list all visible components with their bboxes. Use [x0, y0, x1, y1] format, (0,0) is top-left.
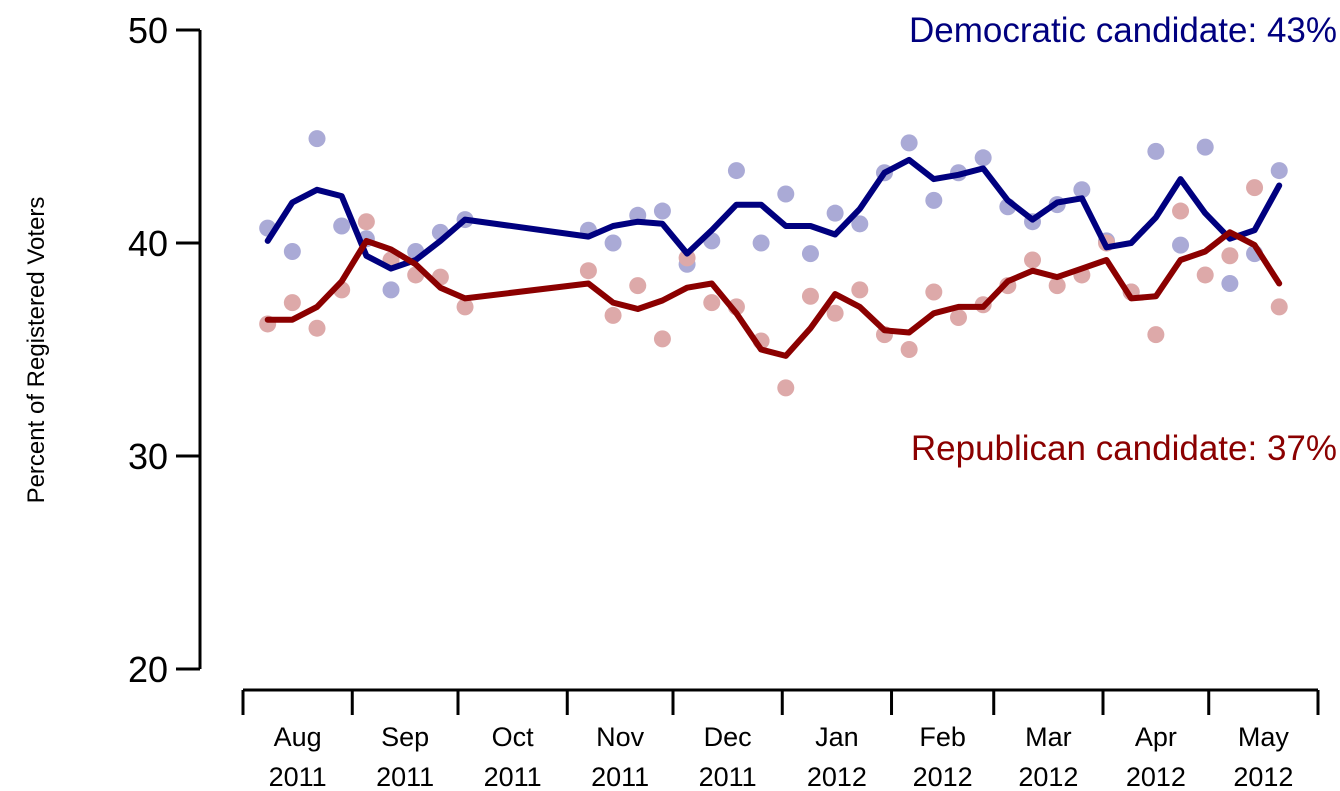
republican-poll-point — [604, 306, 622, 324]
republican-poll-point — [283, 294, 301, 312]
x-tick-label-year: 2011 — [591, 762, 649, 791]
democratic-poll-point — [1270, 162, 1288, 180]
x-tick-label-year: 2011 — [484, 762, 542, 791]
y-axis: 20 30 40 50 — [128, 10, 202, 690]
republican-poll-point — [801, 287, 819, 305]
x-tick-label-year: 2011 — [376, 762, 434, 791]
democratic-poll-point — [283, 243, 301, 261]
democratic-poll-point — [1073, 181, 1091, 199]
republican-poll-point — [653, 330, 671, 348]
republican-poll-point — [777, 379, 795, 397]
democratic-poll-point — [752, 234, 770, 252]
democratic-poll-point — [974, 149, 992, 167]
y-tick-label: 30 — [128, 436, 168, 477]
x-tick-label-month: Dec — [704, 722, 752, 752]
democratic-poll-point — [1196, 138, 1214, 156]
y-axis-label: Percent of Registered Voters — [23, 197, 50, 504]
x-tick-label-month: Feb — [919, 722, 966, 752]
republican-poll-point — [1172, 202, 1190, 220]
democratic-poll-point — [333, 217, 351, 235]
democratic-poll-point — [653, 202, 671, 220]
x-tick-label-month: Sep — [381, 722, 429, 752]
republican-poll-point — [1246, 179, 1264, 197]
x-tick-label-month: Mar — [1025, 722, 1072, 752]
democratic-poll-point — [826, 204, 844, 222]
republican-poll-point — [357, 213, 375, 231]
democratic-poll-point — [851, 215, 869, 233]
democratic-trend-line — [264, 156, 1283, 272]
republican-trend-line — [264, 229, 1283, 359]
x-tick-label-year: 2012 — [1126, 762, 1186, 791]
republican-poll-point — [703, 294, 721, 312]
y-tick-label: 50 — [128, 10, 168, 51]
y-tick-label: 20 — [128, 649, 168, 690]
democratic-poll-point — [727, 162, 745, 180]
republican-series-label: Republican candidate: 37% — [911, 429, 1337, 468]
republican-poll-point — [629, 277, 647, 295]
republican-poll-point — [1048, 277, 1066, 295]
republican-poll-point — [456, 298, 474, 316]
republican-poll-point — [1147, 326, 1165, 344]
republican-poll-point — [1196, 266, 1214, 284]
republican-poll-point — [1221, 247, 1239, 265]
y-tick-label: 40 — [128, 223, 168, 264]
republican-poll-point — [308, 319, 326, 337]
x-tick-label-year: 2012 — [1018, 762, 1078, 791]
x-tick-label-year: 2011 — [269, 762, 327, 791]
x-tick-label-year: 2012 — [807, 762, 867, 791]
x-tick-label-month: Oct — [492, 722, 535, 752]
democratic-poll-point — [1147, 142, 1165, 160]
plot-area — [259, 130, 1288, 397]
republican-poll-point — [1024, 251, 1042, 269]
democratic-poll-point — [1221, 274, 1239, 292]
republican-poll-point — [579, 262, 597, 280]
democratic-poll-point — [604, 234, 622, 252]
x-axis: Aug 2011 Sep 2011 Oct 2011 Nov 2011 Dec 2011 Jan 20… — [241, 688, 1320, 791]
x-tick-label-year: 2012 — [1233, 762, 1293, 791]
x-tick-label-year: 2011 — [699, 762, 757, 791]
republican-poll-point — [826, 304, 844, 322]
democratic-poll-point — [900, 134, 918, 152]
democratic-poll-point — [1172, 236, 1190, 254]
democratic-poll-point — [925, 191, 943, 209]
democratic-poll-point — [308, 130, 326, 148]
x-tick-label-month: Aug — [274, 722, 322, 752]
x-tick-label-month: May — [1238, 722, 1290, 752]
x-tick-label-year: 2012 — [913, 762, 973, 791]
democratic-series-label: Democratic candidate: 43% — [909, 11, 1337, 50]
democratic-poll-point — [777, 185, 795, 203]
x-tick-label-month: Apr — [1135, 722, 1177, 752]
x-tick-label-month: Nov — [596, 722, 645, 752]
republican-poll-point — [851, 281, 869, 299]
republican-poll-point — [900, 341, 918, 358]
democratic-poll-point — [382, 281, 400, 299]
republican-poll-point — [925, 283, 943, 301]
republican-poll-point — [949, 309, 967, 327]
democratic-poll-point — [801, 245, 819, 263]
x-tick-label-month: Jan — [815, 722, 859, 752]
republican-poll-point — [1270, 298, 1288, 316]
